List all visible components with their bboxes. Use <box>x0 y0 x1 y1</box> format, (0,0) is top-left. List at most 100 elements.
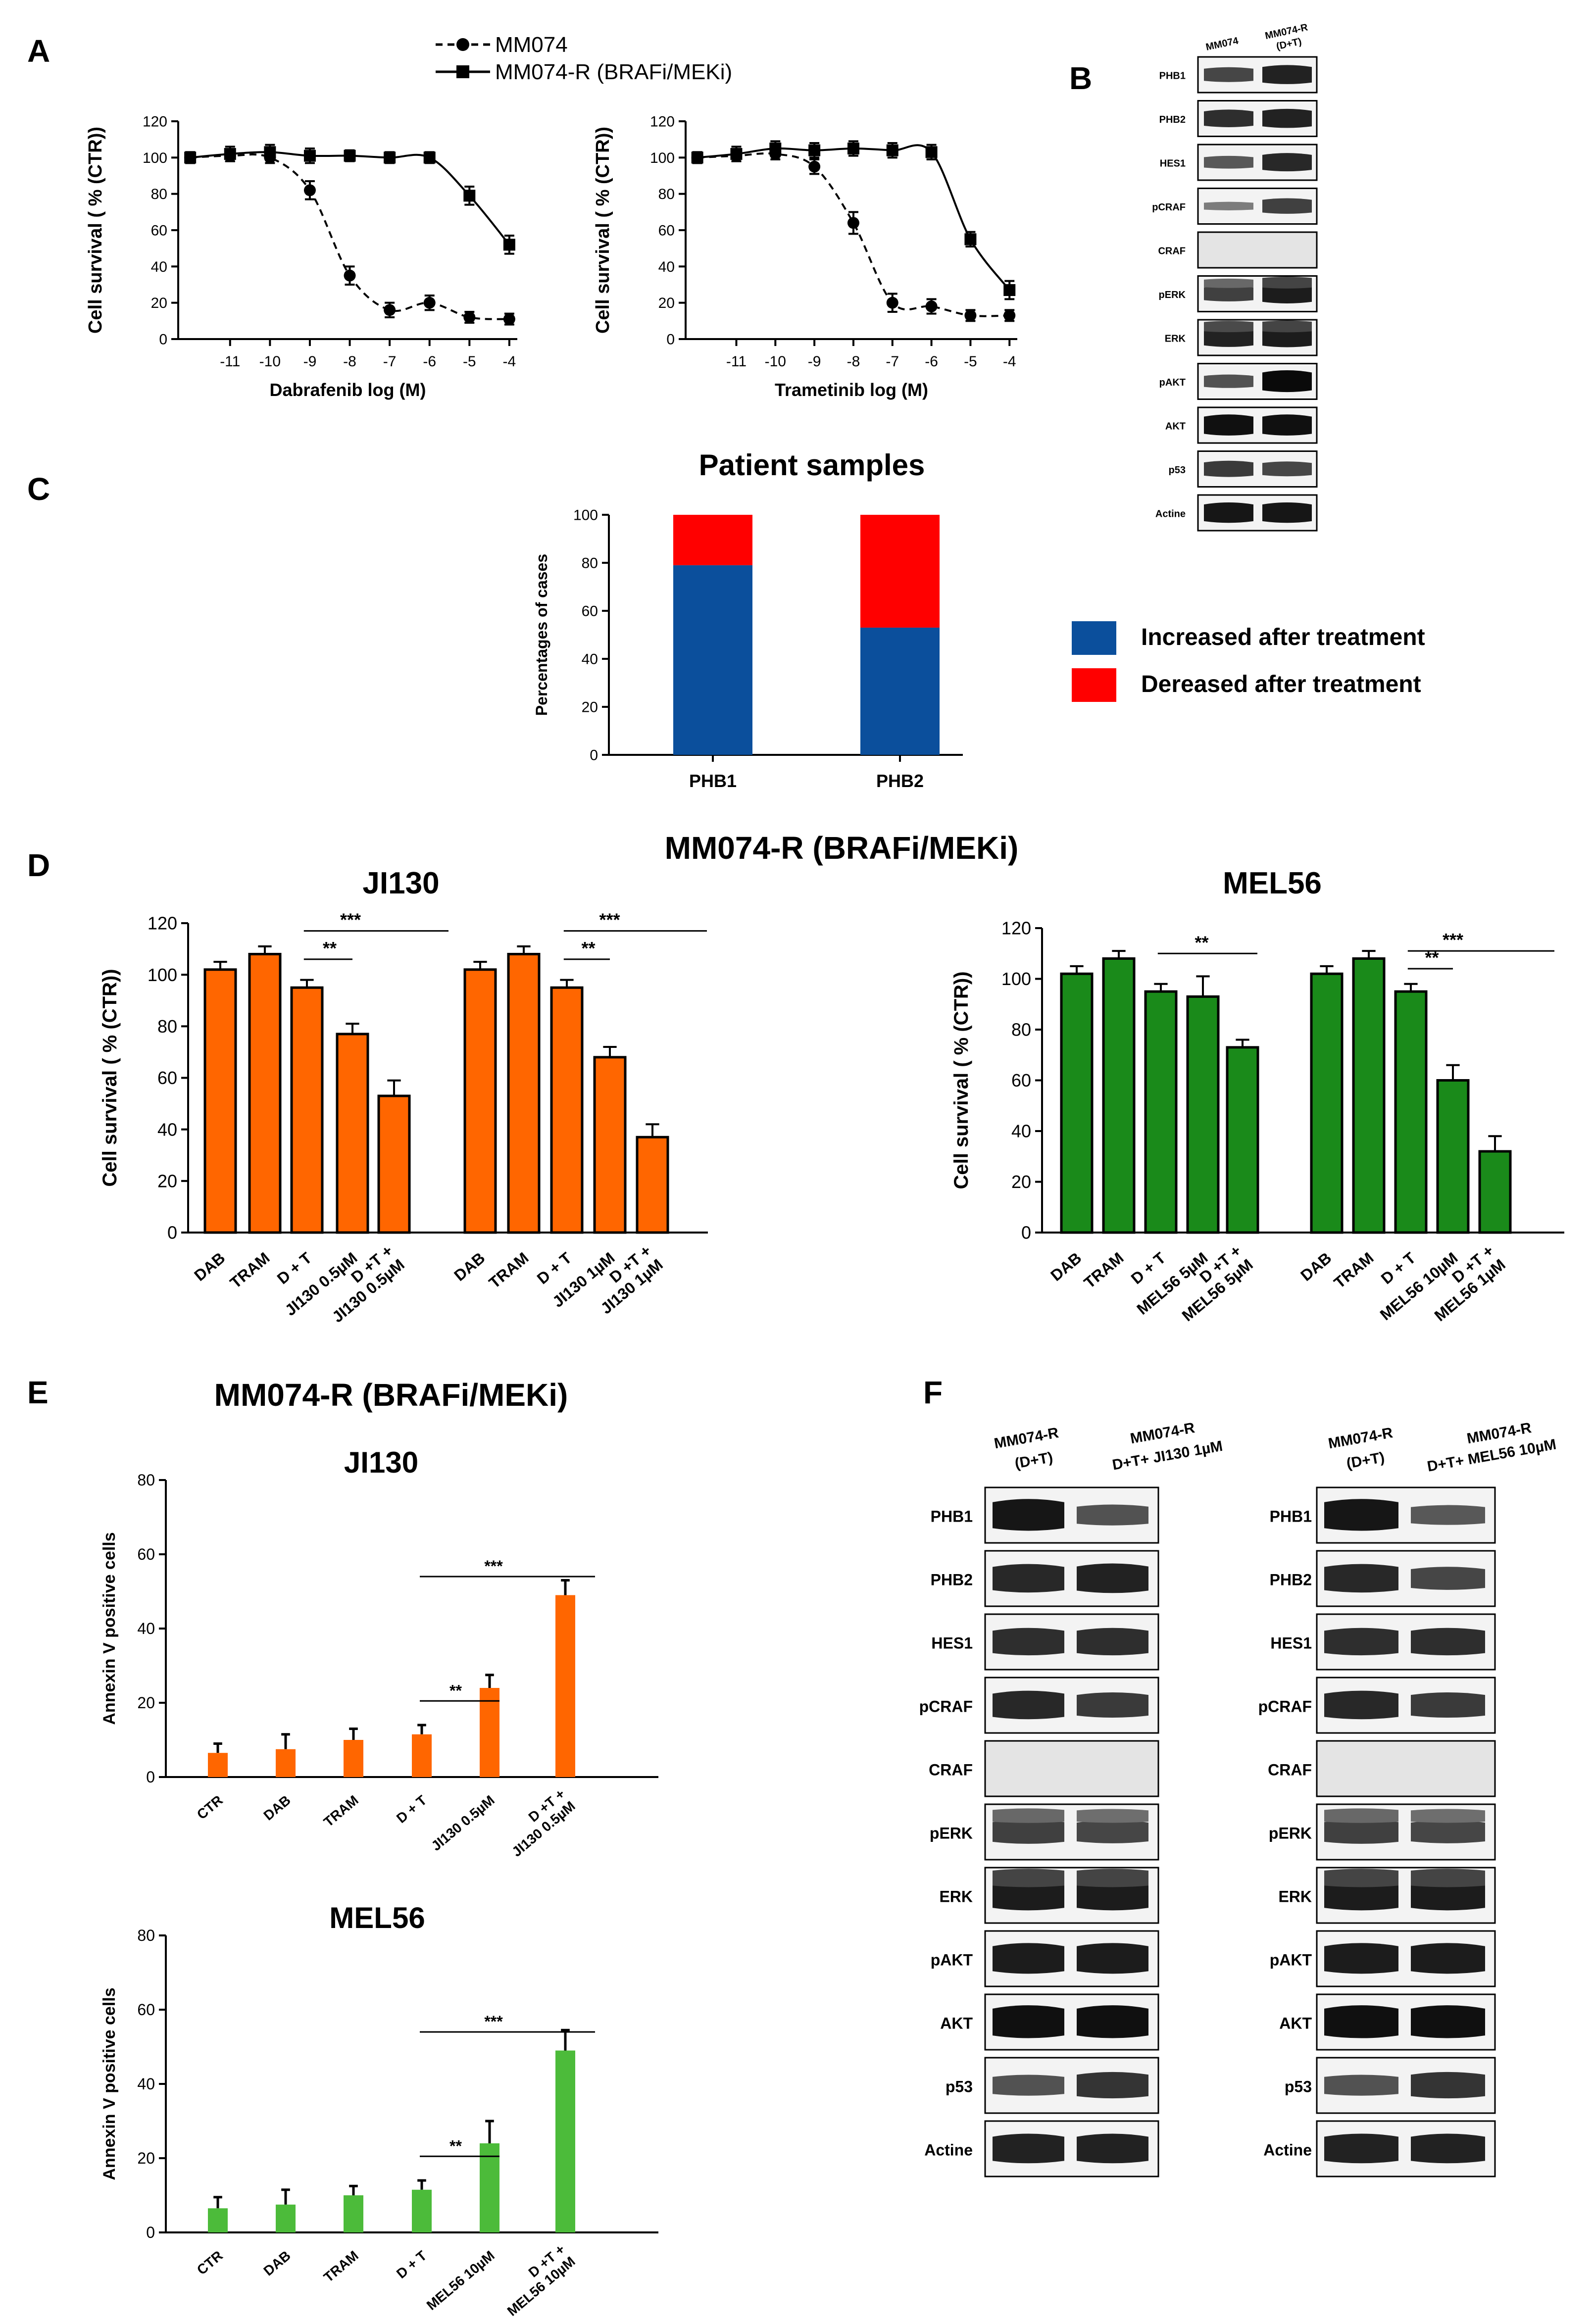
protein-label: pERK <box>930 1824 973 1842</box>
blot-band <box>1077 1692 1148 1718</box>
blot-band <box>1324 1628 1398 1656</box>
panel-label-c: C <box>27 471 50 507</box>
blot-band <box>1411 1879 1485 1911</box>
x-tick-label: -7 <box>383 353 397 370</box>
chart-d-ji130: JI130 0 20 40 60 80 100 120 Cell survival ( % (C… <box>99 866 708 1326</box>
blot-band-upper <box>993 1808 1064 1823</box>
blot-band-upper <box>1204 278 1253 288</box>
protein-label: pAKT <box>1270 1951 1312 1969</box>
series-line-mm074 <box>190 153 509 320</box>
protein-label: AKT <box>940 2014 973 2032</box>
y-tick-label: 40 <box>1011 1121 1031 1141</box>
bar <box>276 2204 296 2232</box>
blot-band <box>1324 2005 1398 2038</box>
blot-band <box>1262 414 1312 436</box>
protein-label: PHB2 <box>1159 114 1186 125</box>
x-tick-label: DAB <box>1297 1249 1335 1285</box>
x-tick-label: TRAM <box>486 1249 532 1292</box>
bar <box>550 986 584 1234</box>
y-axis-title: Cell survival ( % (CTR)) <box>85 127 106 334</box>
protein-label: HES1 <box>1160 158 1186 169</box>
bar <box>412 2189 432 2232</box>
legend-marker-circle <box>456 38 469 51</box>
data-point <box>344 149 356 162</box>
significance-label: ** <box>449 2137 462 2155</box>
blot-band <box>1411 1820 1485 1843</box>
blot-band-upper <box>1324 1808 1398 1823</box>
significance-label: ** <box>323 938 337 958</box>
y-tick-label: 100 <box>148 965 177 985</box>
blot-band <box>1204 155 1253 169</box>
bar <box>1310 972 1344 1234</box>
y-tick-label: 60 <box>157 1068 177 1088</box>
bar <box>555 1595 575 1777</box>
data-point <box>769 143 782 154</box>
chart-e-ji130: JI130 0 20 40 60 80 Annexin V positive cells CT… <box>100 1446 658 1860</box>
bar <box>344 2195 363 2232</box>
significance-label: *** <box>1443 930 1463 950</box>
data-point <box>463 311 476 323</box>
y-tick-label: 80 <box>582 555 598 572</box>
western-blot-f-mel56: MM074-R(D+T)MM074-RD+T+ MEL56 10µMPHB1PH… <box>1258 1420 1557 2177</box>
chart-dabrafenib: 0 20 40 60 80 100 120 Cell survival ( % (CTR)) -… <box>85 114 517 400</box>
x-tick-label: MEL56 10µM <box>424 2248 498 2313</box>
y-tick-label: 40 <box>157 1119 177 1139</box>
blot-band <box>1204 460 1253 477</box>
y-tick-label: 120 <box>1001 918 1031 939</box>
y-tick-label: 80 <box>137 1471 155 1489</box>
data-point <box>1003 284 1016 296</box>
protein-label: Actine <box>1155 509 1186 520</box>
blot-band <box>1411 1567 1485 1590</box>
bar <box>1394 990 1428 1234</box>
blot-band <box>993 1628 1064 1656</box>
data-point <box>503 313 515 325</box>
data-point <box>964 233 977 246</box>
panel-label-a: A <box>27 33 50 69</box>
x-tick-label: PHB1 <box>689 771 737 791</box>
panel-label-d: D <box>27 847 50 883</box>
data-point <box>808 160 821 173</box>
x-tick-label: TRAM <box>321 1792 361 1830</box>
chart-trametinib: 0 20 40 60 80 100 120 Cell survival ( % (CTR)) -… <box>593 114 1017 400</box>
y-tick-label: 80 <box>1011 1020 1031 1040</box>
protein-label: pAKT <box>1159 377 1186 388</box>
x-tick-label: DAB <box>191 1249 228 1285</box>
bar <box>203 968 237 1234</box>
significance-label: ** <box>581 938 595 958</box>
x-tick-label: -6 <box>423 353 436 370</box>
protein-label: ERK <box>939 1887 973 1905</box>
y-tick-label: 100 <box>143 150 167 166</box>
legend-swatch <box>1072 621 1116 655</box>
blot-band <box>1204 201 1253 210</box>
blot-band <box>1262 198 1312 214</box>
blot-band <box>1262 65 1312 84</box>
legend-label-mm074r: MM074-R (BRAFi/MEKi) <box>495 60 732 84</box>
y-tick-label: 80 <box>151 186 167 202</box>
x-tick-label: -4 <box>1003 353 1016 370</box>
bar <box>1102 957 1136 1234</box>
protein-label: PHB1 <box>931 1507 973 1525</box>
blot-band <box>1262 370 1312 393</box>
blot-band <box>1411 1943 1485 1974</box>
bar <box>377 1094 411 1234</box>
blot-band <box>993 1499 1064 1531</box>
blot-band <box>1077 1943 1148 1974</box>
protein-label: AKT <box>1165 421 1186 432</box>
y-tick-label: 20 <box>151 295 167 311</box>
x-tick-label: CTR <box>194 2248 226 2278</box>
blot-band <box>1204 414 1253 436</box>
legend-a: MM074 MM074-R (BRAFi/MEKi) <box>436 33 732 84</box>
y-tick-label: 60 <box>137 1545 155 1563</box>
panel-label-e: E <box>27 1375 49 1410</box>
x-tick-label: -4 <box>503 353 516 370</box>
y-tick-label: 60 <box>1011 1070 1031 1090</box>
lane-label: MM074-R <box>1129 1420 1196 1447</box>
protein-label: HES1 <box>1270 1634 1312 1652</box>
y-tick-label: 120 <box>143 114 167 130</box>
blot-band <box>1411 2005 1485 2038</box>
y-tick-label: 60 <box>137 2001 155 2019</box>
panel-label-b: B <box>1069 60 1092 96</box>
x-tick-label: -11 <box>726 353 747 370</box>
significance-label: ** <box>449 1681 462 1699</box>
y-tick-label: 100 <box>650 150 675 166</box>
